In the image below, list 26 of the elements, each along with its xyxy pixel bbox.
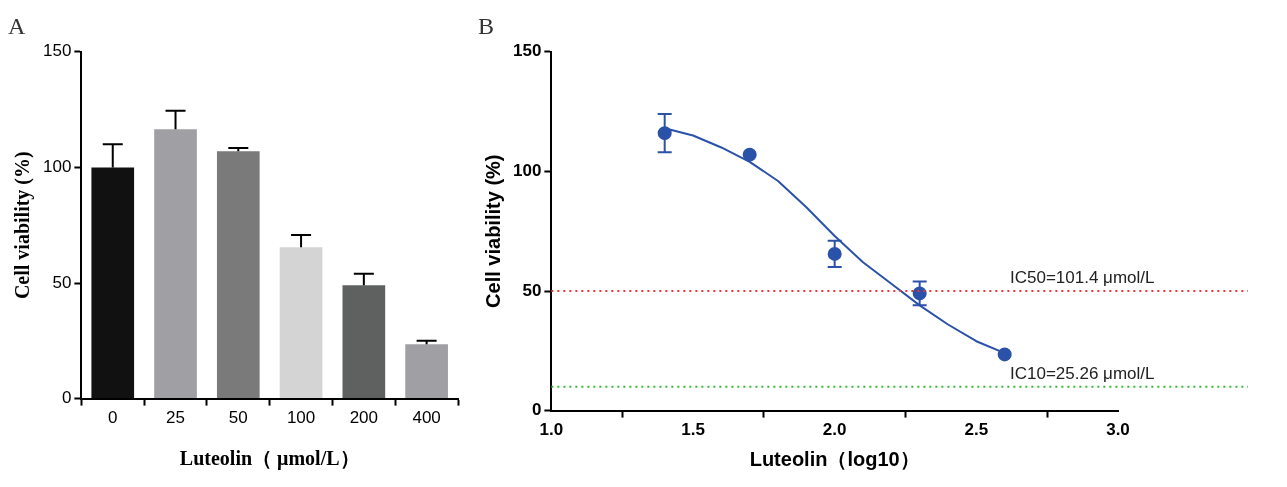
x-tick-label: 200 xyxy=(349,408,379,428)
y-tick-label: 150 xyxy=(42,41,72,61)
chart-title: B xyxy=(478,12,495,39)
x-tick-label: 100 xyxy=(286,408,316,428)
y-axis-title: Cell viability (%) xyxy=(11,151,35,300)
x-tick-label: 25 xyxy=(166,408,185,428)
y-tick-label: 100 xyxy=(42,157,72,177)
y-tick-label: 100 xyxy=(512,161,542,181)
x-tick-label: 50 xyxy=(228,408,248,428)
x-tick-label: 2.5 xyxy=(964,420,989,440)
x-tick-label: 2.0 xyxy=(822,420,847,440)
y-tick-label: 50 xyxy=(522,280,542,300)
x-tick-label: 0 xyxy=(108,408,118,428)
chart-title: A xyxy=(8,12,26,39)
y-tick-label: 0 xyxy=(61,388,72,408)
ref-line-label: IC10=25.26 μmol/L xyxy=(1010,363,1155,383)
x-tick-label: 1.0 xyxy=(539,420,564,440)
x-axis-title: Luteolin（ μmol/L） xyxy=(179,447,360,471)
y-tick-label: 150 xyxy=(512,41,542,61)
x-axis-title: Luteolin（log10） xyxy=(749,447,920,470)
x-tick-label: 1.5 xyxy=(681,420,705,440)
y-tick-label: 50 xyxy=(52,272,72,292)
y-axis-title: Cell viability (%) xyxy=(481,154,504,308)
x-tick-label: 3.0 xyxy=(1106,420,1130,440)
ref-line-label: IC50=101.4 μmol/L xyxy=(1010,268,1155,287)
x-tick-label: 400 xyxy=(412,408,441,428)
